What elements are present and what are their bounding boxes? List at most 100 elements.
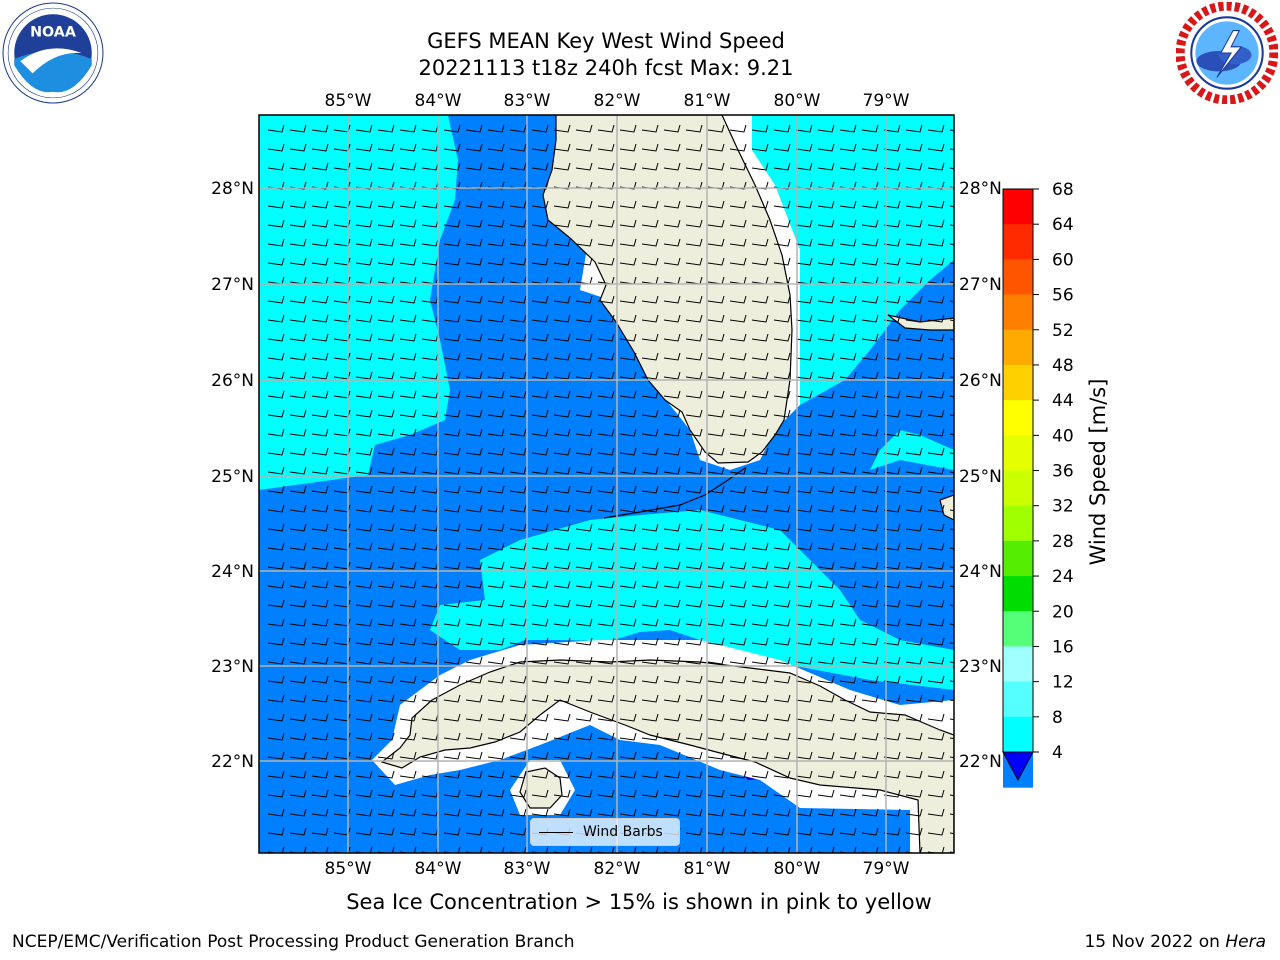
wind-barb [509, 751, 527, 760]
wind-barb [597, 447, 615, 456]
wind-barb [685, 694, 703, 703]
wind-barb [685, 542, 703, 551]
wind-barb [487, 143, 505, 152]
wind-barb [641, 295, 659, 304]
wind-barb [377, 447, 395, 456]
wind-barb [751, 599, 769, 608]
wind-barb [839, 143, 857, 152]
wind-barb [751, 808, 769, 817]
wind-barb [905, 694, 923, 703]
wind-barb [729, 314, 747, 323]
wind-barb [289, 314, 307, 323]
wind-barb [817, 770, 835, 779]
wind-barb [289, 333, 307, 342]
wind-barb [663, 789, 681, 798]
wind-barb [883, 789, 901, 798]
wind-barb [905, 352, 923, 361]
wind-barb [707, 257, 725, 266]
wind-barb [311, 219, 329, 228]
wind-barb [465, 637, 483, 646]
wind-barb [289, 599, 307, 608]
wind-barb [619, 314, 637, 323]
wind-barb [861, 808, 879, 817]
legend-label: Wind Barbs [583, 824, 663, 840]
wind-barb [531, 352, 549, 361]
wind-barb [707, 162, 725, 171]
wind-barb [773, 219, 791, 228]
wind-barb [817, 599, 835, 608]
wind-barb [487, 371, 505, 380]
wind-barb [619, 162, 637, 171]
colorbar-tick-label: 40 [1052, 426, 1074, 446]
wind-barb [597, 314, 615, 323]
wind-barb [597, 751, 615, 760]
wind-barb [465, 428, 483, 437]
wind-barb [839, 409, 857, 418]
wind-barb [619, 732, 637, 741]
wind-barb [817, 390, 835, 399]
wind-barb [267, 295, 285, 304]
wind-barb [531, 504, 549, 513]
wind-barb [509, 618, 527, 627]
wind-barb [575, 523, 593, 532]
wind-barb [883, 599, 901, 608]
wind-barb [267, 637, 285, 646]
wind-barb [553, 352, 571, 361]
wind-barb [707, 238, 725, 247]
wind-barb [795, 675, 813, 684]
wind-barb [487, 732, 505, 741]
wind-barb [751, 238, 769, 247]
wind-barb [641, 675, 659, 684]
wind-barb [883, 675, 901, 684]
wind-barb [905, 808, 923, 817]
wind-barb [443, 162, 461, 171]
wind-barb [443, 656, 461, 665]
wind-barb [597, 200, 615, 209]
wind-barb [597, 257, 615, 266]
wind-barb [399, 314, 417, 323]
wind-barb [773, 124, 791, 133]
wind-barb [641, 371, 659, 380]
wind-barb [597, 580, 615, 589]
wind-barb [509, 428, 527, 437]
wind-barb [861, 466, 879, 475]
wind-barb [641, 238, 659, 247]
wind-barb [663, 314, 681, 323]
wind-barb [883, 770, 901, 779]
wind-barb [267, 561, 285, 570]
wind-barb [597, 485, 615, 494]
wind-barb [597, 333, 615, 342]
wind-barb [575, 314, 593, 323]
wind-barb [443, 789, 461, 798]
wind-barb [817, 808, 835, 817]
wind-barb [817, 143, 835, 152]
wind-barb [267, 219, 285, 228]
wind-barb [883, 504, 901, 513]
wind-barb [289, 466, 307, 475]
wind-barb [597, 162, 615, 171]
wind-barb [861, 504, 879, 513]
wind-barb [619, 333, 637, 342]
wind-barb [927, 124, 945, 133]
wind-barb [729, 694, 747, 703]
wind-barb [861, 295, 879, 304]
wind-barb [311, 599, 329, 608]
wind-barb [289, 694, 307, 703]
wind-barb [861, 542, 879, 551]
wind-barb [267, 200, 285, 209]
lon-label: 83°W [504, 859, 551, 879]
wind-barb [905, 428, 923, 437]
wind-barb [399, 371, 417, 380]
wind-barb [619, 599, 637, 608]
wind-barb [597, 295, 615, 304]
wind-barb [839, 580, 857, 589]
wind-barb [861, 352, 879, 361]
wind-barb [553, 675, 571, 684]
wind-barb [487, 390, 505, 399]
wind-barb [619, 808, 637, 817]
wind-barb [883, 751, 901, 760]
wind-barb [663, 523, 681, 532]
wind-barb [839, 656, 857, 665]
wind-barb [707, 770, 725, 779]
wind-barb [487, 618, 505, 627]
